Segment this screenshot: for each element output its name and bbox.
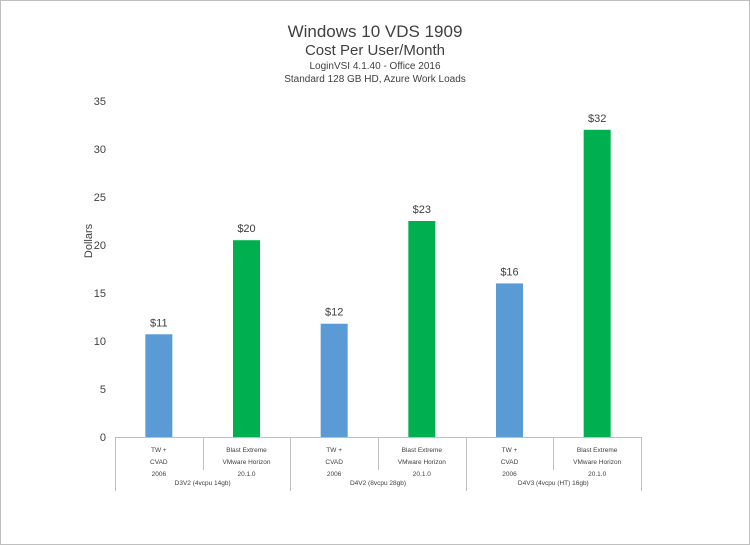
x-category-label: TW +	[151, 447, 167, 454]
bar	[408, 221, 436, 437]
chart-subtitle-2: LoginVSI 4.1.40 - Office 2016	[309, 61, 441, 72]
y-tick-label: 5	[100, 384, 106, 396]
y-tick-label: 35	[94, 96, 106, 108]
x-category-label: CVAD	[501, 459, 519, 466]
x-category-label: 2006	[502, 471, 517, 478]
bar-data-label: $32	[588, 113, 606, 125]
x-group-label: D3V2 (4vcpu 14gb)	[175, 480, 231, 487]
x-category-label: 2006	[152, 471, 167, 478]
y-tick-label: 10	[94, 336, 106, 348]
x-category-label: TW +	[502, 447, 518, 454]
y-tick-label: 25	[94, 192, 106, 204]
x-category-label: Blast Extreme	[402, 447, 443, 454]
y-tick-label: 15	[94, 288, 106, 300]
bar-data-label: $12	[325, 307, 343, 319]
x-category-label: 2006	[327, 471, 342, 478]
x-category-label: TW +	[326, 447, 342, 454]
chart-title: Windows 10 VDS 1909	[287, 22, 463, 41]
x-category-label: 20.1.0	[237, 471, 255, 478]
bar	[496, 283, 523, 437]
bar	[233, 240, 260, 437]
bar	[145, 334, 173, 437]
x-category-label: 20.1.0	[413, 471, 431, 478]
bar-data-label: $16	[500, 266, 518, 278]
y-tick-label: 30	[94, 144, 106, 156]
x-group-label: D4V2 (8vcpu 28gb)	[350, 480, 406, 487]
x-category-label: CVAD	[150, 459, 168, 466]
bar-data-label: $23	[413, 204, 431, 216]
x-category-label: VMware Horizon	[222, 459, 270, 466]
bar	[320, 323, 348, 437]
bar	[583, 129, 611, 438]
x-category-label: Blast Extreme	[577, 447, 618, 454]
x-category-label: VMware Horizon	[573, 459, 621, 466]
chart-subtitle-3: Standard 128 GB HD, Azure Work Loads	[284, 74, 466, 85]
chart-titles: Windows 10 VDS 1909 Cost Per User/Month …	[0, 22, 750, 86]
y-axis-label: Dollars	[83, 223, 95, 258]
x-category-label: Blast Extreme	[226, 447, 267, 454]
y-tick-label: 20	[94, 240, 106, 252]
bar-data-label: $11	[150, 317, 168, 329]
x-category-label: VMware Horizon	[398, 459, 446, 466]
x-category-label: 20.1.0	[588, 471, 606, 478]
bar-data-label: $20	[237, 223, 255, 235]
x-category-label: CVAD	[325, 459, 343, 466]
chart-subtitle: Cost Per User/Month	[304, 42, 446, 59]
y-tick-label: 0	[100, 432, 106, 444]
x-group-label: D4V3 (4vcpu (HT) 16gb)	[518, 480, 589, 487]
